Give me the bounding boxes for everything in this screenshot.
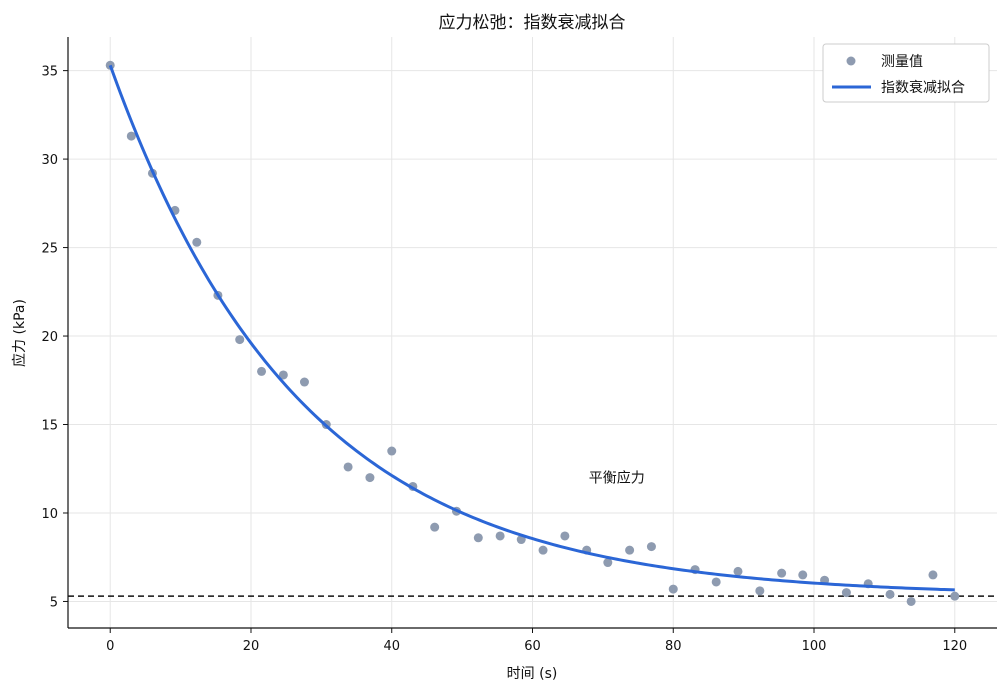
legend-marker-measured <box>846 56 856 66</box>
data-point <box>387 446 397 456</box>
data-point <box>777 568 787 578</box>
data-point <box>603 558 613 568</box>
x-tick-label: 80 <box>665 639 682 654</box>
y-tick-label: 20 <box>41 330 58 345</box>
y-tick-label: 10 <box>41 507 58 522</box>
data-point <box>126 131 136 141</box>
data-point <box>928 570 938 580</box>
data-point <box>473 533 483 543</box>
y-axis-label: 应力 (kPa) <box>11 299 28 367</box>
data-point <box>841 588 851 598</box>
data-point <box>257 366 267 376</box>
data-point <box>625 545 635 555</box>
data-point <box>343 462 353 472</box>
chart-title: 应力松弛：指数衰减拟合 <box>439 13 626 33</box>
x-tick-label: 100 <box>802 639 827 654</box>
data-point <box>299 377 309 387</box>
data-point <box>733 566 743 576</box>
y-tick-label: 15 <box>41 419 58 434</box>
annotation-equilibrium-stress: 平衡应力 <box>589 470 645 487</box>
fit-curve <box>108 64 955 592</box>
data-point <box>235 335 245 345</box>
x-tick-label: 40 <box>383 639 400 654</box>
data-point <box>906 596 916 606</box>
legend-label-fit: 指数衰减拟合 <box>881 79 965 96</box>
y-tick-label: 30 <box>41 153 58 168</box>
data-point <box>538 545 548 555</box>
x-tick-label: 120 <box>942 639 967 654</box>
data-point <box>365 473 375 483</box>
data-point <box>560 531 570 541</box>
data-point <box>798 570 808 580</box>
y-tick-label: 5 <box>50 595 58 610</box>
data-point <box>646 542 656 552</box>
legend: 测量值 指数衰减拟合 <box>822 43 990 103</box>
data-point <box>278 370 288 380</box>
y-tick-label: 25 <box>41 242 58 257</box>
x-tick-label: 0 <box>106 639 114 654</box>
y-tick-label: 35 <box>41 65 58 80</box>
fit-series <box>108 64 955 592</box>
x-tick-label: 60 <box>524 639 541 654</box>
data-point <box>755 586 765 596</box>
data-point <box>192 237 202 247</box>
data-point <box>711 577 721 587</box>
data-point <box>950 591 960 601</box>
data-point <box>495 531 505 541</box>
tick-labels: 0 20 40 60 80 100 120 5 10 15 20 25 30 35 <box>41 65 967 654</box>
data-point <box>885 589 895 599</box>
data-point <box>430 522 440 532</box>
data-point <box>668 584 678 594</box>
x-tick-label: 20 <box>243 639 260 654</box>
x-axis-label: 时间 (s) <box>507 666 558 682</box>
legend-label-measured: 测量值 <box>881 54 923 70</box>
